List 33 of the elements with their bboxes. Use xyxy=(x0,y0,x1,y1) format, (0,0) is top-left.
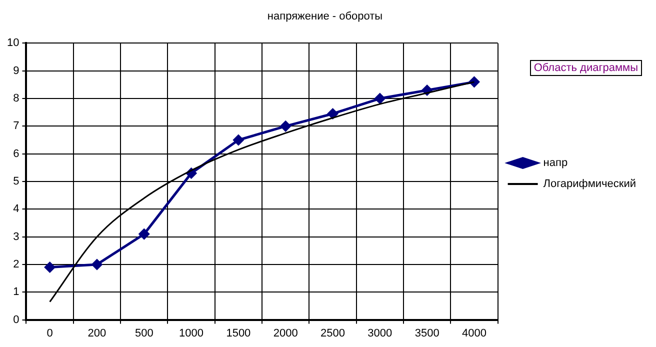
point xyxy=(280,120,291,132)
x-tick-label: 4000 xyxy=(462,327,486,340)
point xyxy=(422,84,432,96)
point xyxy=(374,93,386,104)
point xyxy=(138,228,150,240)
legend-label: напр xyxy=(543,157,568,170)
x-tick-label: 200 xyxy=(88,327,106,340)
point xyxy=(92,259,102,270)
y-tick-label: 7 xyxy=(13,120,20,132)
x-tick-label: 0 xyxy=(46,327,53,340)
point xyxy=(233,134,244,146)
point xyxy=(328,108,338,119)
text: Область диаграммы xyxy=(530,60,642,76)
point xyxy=(44,262,56,272)
x-tick-label: 2000 xyxy=(273,327,298,340)
y-tick-label: 0 xyxy=(13,314,20,326)
y-tick-label: 5 xyxy=(13,176,20,188)
y-tick-label: 4 xyxy=(13,203,20,216)
x-tick-label: 1500 xyxy=(226,327,251,340)
x-tick-label: 1000 xyxy=(179,327,204,340)
chart-title: напряжение - обороты xyxy=(267,10,383,23)
x-tick-label: 3000 xyxy=(368,327,392,340)
legend-label: Логарифмический xyxy=(543,178,636,190)
x-tick-label: 500 xyxy=(134,327,154,340)
y-tick-label: 10 xyxy=(6,37,20,50)
y-tick-label: 6 xyxy=(13,148,20,160)
y-tick-label: 8 xyxy=(13,92,20,105)
x-tick-label: 3500 xyxy=(414,327,440,340)
y-tick-label: 9 xyxy=(13,64,20,77)
x-tick-label: 2500 xyxy=(320,327,345,340)
y-tick-label: 3 xyxy=(13,230,20,243)
y-tick-label: 2 xyxy=(13,258,20,271)
y-tick-label: 1 xyxy=(13,286,20,298)
